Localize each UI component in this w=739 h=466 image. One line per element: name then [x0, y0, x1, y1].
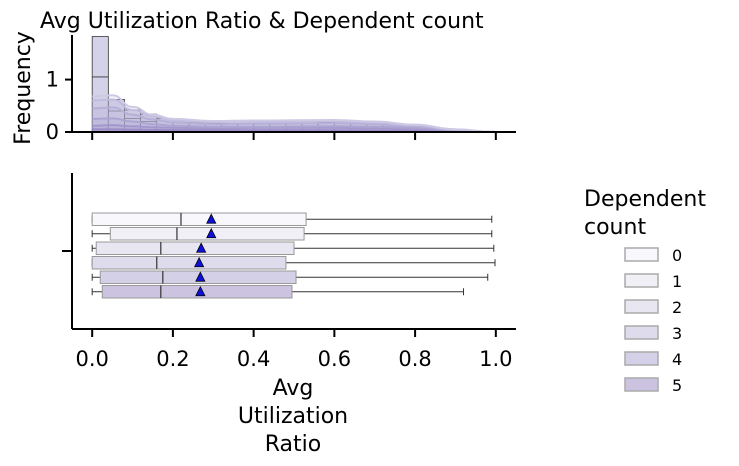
- x-axis-label-line: Utilization: [238, 404, 348, 429]
- legend-label: 2: [672, 298, 682, 317]
- legend-entry-4: 4: [624, 350, 682, 369]
- box-iqr: [91, 212, 307, 226]
- box-iqr: [95, 241, 295, 255]
- hist-dividers: [92, 76, 157, 122]
- x-axis-label: Avg Utilization Ratio: [238, 376, 348, 457]
- x-axis-label-line: Ratio: [265, 432, 321, 457]
- box-iqr: [109, 227, 305, 241]
- chart-title: Avg Utilization Ratio & Dependent count: [40, 9, 484, 34]
- kde-line-5: [92, 128, 496, 133]
- legend-entry-0: 0: [624, 246, 682, 265]
- box-group-0: [91, 212, 493, 226]
- legend-swatch: [624, 351, 659, 366]
- kde-line-3: [92, 117, 496, 133]
- legend-swatch: [624, 325, 659, 340]
- box-mean-marker: [206, 227, 217, 239]
- legend-entry-2: 2: [624, 298, 682, 317]
- legend-entry-5: 5: [624, 376, 682, 395]
- box-iqr: [101, 285, 293, 299]
- kde-line-4: [92, 124, 496, 133]
- box-mean-marker: [195, 285, 206, 297]
- legend-label: 1: [672, 272, 682, 291]
- hist-y-tick-label: 0: [46, 120, 59, 144]
- legend-swatch: [624, 299, 659, 314]
- box-mean-marker: [206, 213, 217, 224]
- box-iqr: [91, 256, 287, 270]
- legend-swatch: [624, 377, 659, 392]
- box-axes: 0.0 0.2 0.4 0.6 0.8 1.0: [62, 173, 516, 371]
- box-mean-marker: [193, 256, 205, 268]
- kde-curves: [92, 94, 496, 133]
- legend-entry-3: 3: [624, 324, 682, 343]
- box-mean-marker: [195, 271, 206, 282]
- legend-swatch: [624, 247, 659, 262]
- legend: Dependent count 0 1 2 3 4 5: [584, 187, 706, 395]
- legend-label: 4: [672, 350, 682, 369]
- box-mean-marker: [196, 242, 207, 253]
- box-plot: [91, 212, 496, 299]
- x-tick-label: 1.0: [479, 347, 512, 371]
- box-group-4: [91, 270, 489, 284]
- legend-label: 5: [672, 376, 682, 395]
- box-group-1: [91, 227, 493, 241]
- legend-label: 0: [672, 246, 682, 265]
- kde-fill-3: [92, 118, 496, 132]
- box-group-5: [91, 285, 465, 299]
- hist-y-axis-label: Frequency: [11, 31, 36, 145]
- x-tick-label: 0.0: [75, 347, 108, 371]
- box-group-3: [91, 256, 496, 270]
- legend-title: count: [584, 215, 646, 240]
- legend-title: Dependent: [584, 187, 706, 212]
- x-axis-label-line: Avg: [273, 376, 314, 401]
- box-group-2: [91, 241, 495, 255]
- legend-label: 3: [672, 324, 682, 343]
- legend-swatch: [624, 273, 659, 288]
- hist-y-tick-label: 1: [46, 68, 59, 92]
- kde-line-0: [92, 94, 496, 133]
- x-tick-label: 0.6: [318, 347, 351, 371]
- x-tick-label: 0.4: [237, 347, 270, 371]
- x-tick-label: 0.8: [398, 347, 431, 371]
- legend-entry-1: 1: [624, 272, 682, 291]
- kde-line-2: [92, 106, 496, 133]
- kde-fill-0: [92, 95, 496, 132]
- x-tick-label: 0.2: [156, 347, 189, 371]
- hist-axes: 01: [46, 35, 516, 144]
